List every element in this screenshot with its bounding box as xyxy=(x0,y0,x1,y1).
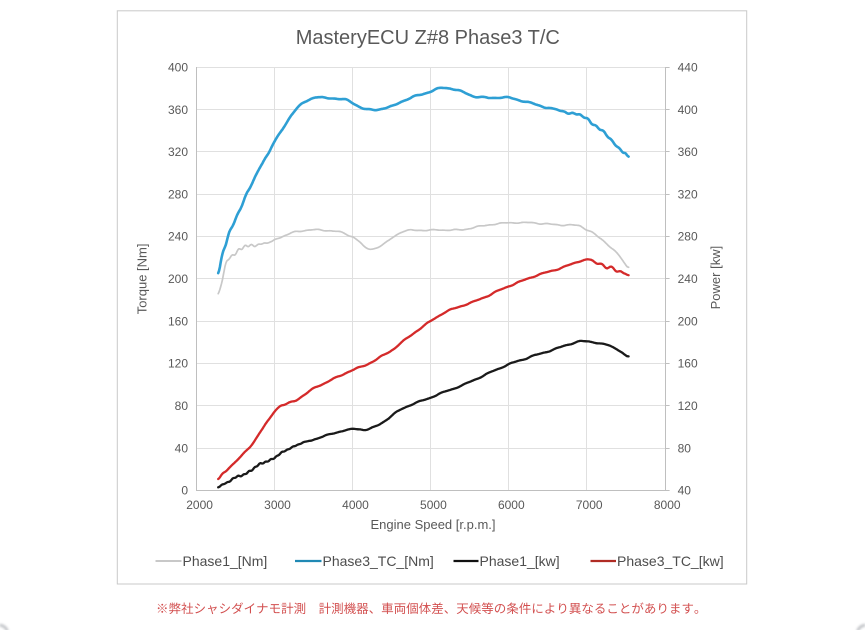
svg-text:Phase3_TC_[Nm]: Phase3_TC_[Nm] xyxy=(323,553,434,569)
svg-text:Torque [Nm]: Torque [Nm] xyxy=(135,243,150,314)
svg-text:120: 120 xyxy=(678,399,698,413)
svg-text:7000: 7000 xyxy=(576,498,603,512)
svg-text:360: 360 xyxy=(168,103,188,117)
svg-text:160: 160 xyxy=(678,357,698,371)
svg-text:80: 80 xyxy=(175,399,189,413)
svg-text:2000: 2000 xyxy=(186,498,213,512)
svg-text:3000: 3000 xyxy=(264,498,291,512)
svg-text:280: 280 xyxy=(168,187,188,201)
svg-text:320: 320 xyxy=(168,145,188,159)
svg-text:440: 440 xyxy=(678,61,698,75)
svg-text:360: 360 xyxy=(678,145,698,159)
svg-text:Power [kw]: Power [kw] xyxy=(708,246,723,310)
svg-text:200: 200 xyxy=(168,272,188,286)
svg-text:240: 240 xyxy=(678,272,698,286)
svg-text:6000: 6000 xyxy=(498,498,525,512)
svg-text:MasteryECU Z#8 Phase3 T/C: MasteryECU Z#8 Phase3 T/C xyxy=(296,27,560,49)
svg-text:40: 40 xyxy=(175,441,189,455)
svg-text:Phase1_[Nm]: Phase1_[Nm] xyxy=(183,553,268,569)
svg-text:200: 200 xyxy=(678,314,698,328)
svg-text:80: 80 xyxy=(678,441,692,455)
svg-text:5000: 5000 xyxy=(420,498,447,512)
svg-text:4000: 4000 xyxy=(342,498,369,512)
svg-text:0: 0 xyxy=(181,484,188,498)
svg-text:320: 320 xyxy=(678,187,698,201)
svg-text:240: 240 xyxy=(168,230,188,244)
svg-text:120: 120 xyxy=(168,357,188,371)
svg-text:40: 40 xyxy=(678,484,692,498)
svg-text:Engine Speed [r.p.m.]: Engine Speed [r.p.m.] xyxy=(370,517,495,532)
svg-text:400: 400 xyxy=(168,61,188,75)
svg-text:Phase3_TC_[kw]: Phase3_TC_[kw] xyxy=(617,553,724,569)
svg-text:8000: 8000 xyxy=(654,498,681,512)
svg-text:400: 400 xyxy=(678,103,698,117)
svg-text:160: 160 xyxy=(168,314,188,328)
svg-text:280: 280 xyxy=(678,230,698,244)
svg-text:Phase1_[kw]: Phase1_[kw] xyxy=(480,553,560,569)
